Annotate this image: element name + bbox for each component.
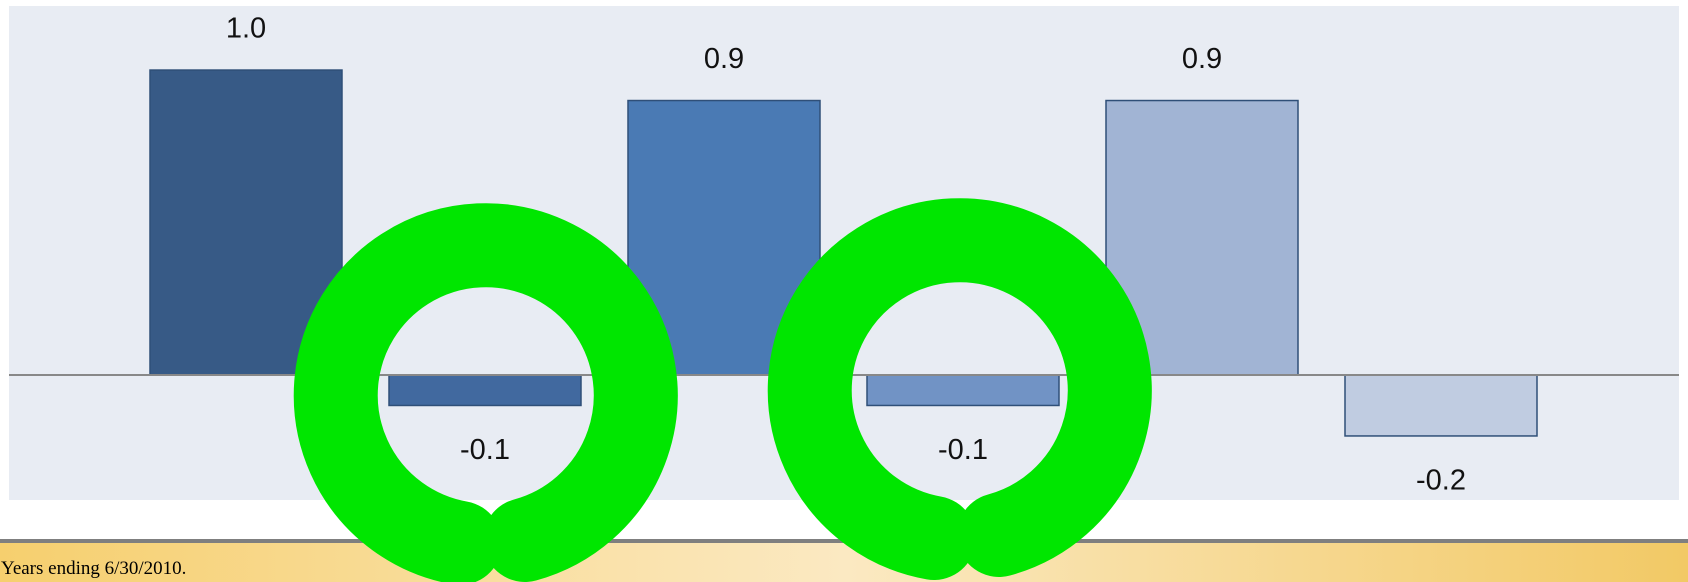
bar (867, 375, 1059, 405)
chart: Years ending 6/30/2010. 1.0 -0.1 0.9 -0.1 0.… (0, 0, 1688, 582)
bar (389, 375, 581, 405)
footer-note: Years ending 6/30/2010. (1, 558, 186, 579)
bar (1345, 375, 1537, 436)
footer-band (0, 541, 1688, 582)
page: Years ending 6/30/2010. 1.0 -0.1 0.9 -0.1 0.… (0, 0, 1688, 582)
value-label: 0.9 (704, 43, 744, 75)
value-label: -0.1 (938, 434, 988, 466)
value-label: -0.2 (1416, 465, 1466, 497)
value-label: 1.0 (226, 13, 266, 45)
value-label: -0.1 (460, 434, 510, 466)
value-label: 0.9 (1182, 43, 1222, 75)
